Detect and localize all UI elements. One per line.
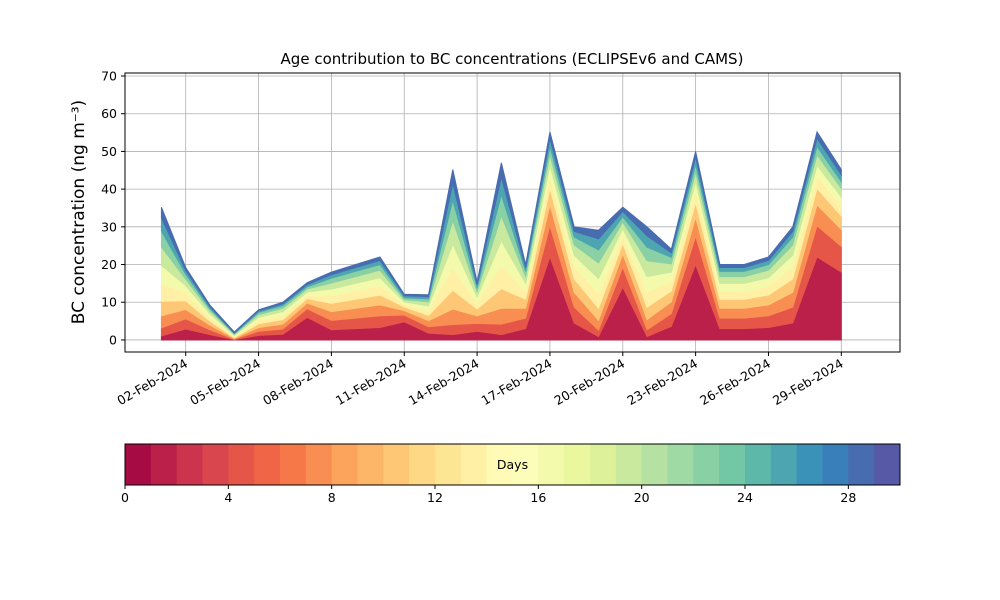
colorbar-bin	[486, 444, 513, 485]
area-layer	[160, 130, 842, 334]
colorbar-bin	[770, 444, 798, 485]
colorbar-bin	[383, 444, 410, 485]
colorbar-bin	[280, 444, 307, 485]
colorbar-tick-label: 24	[737, 490, 753, 505]
colorbar-bin	[305, 444, 333, 485]
colorbar-bin	[538, 444, 565, 485]
colorbar-bin	[409, 444, 436, 485]
colorbar-bin	[512, 444, 539, 485]
plot-frame	[124, 72, 901, 353]
y-tick-label: 70	[101, 69, 117, 84]
colorbar-bin	[357, 444, 384, 485]
colorbar-bin	[176, 444, 203, 485]
colorbar-bin	[822, 444, 849, 485]
colorbar-tick-label: 4	[224, 490, 232, 505]
colorbar-bin	[460, 444, 488, 485]
colorbar-bin	[615, 444, 643, 485]
colorbar-bin	[874, 444, 901, 485]
y-tick-label: 10	[101, 295, 117, 310]
y-tick-label: 20	[101, 257, 117, 272]
colorbar-bin	[228, 444, 255, 485]
colorbar-bin	[719, 444, 746, 485]
y-tick-label: 40	[101, 182, 117, 197]
colorbar-bin	[435, 444, 462, 485]
colorbar-bin	[202, 444, 229, 485]
colorbar-tick-label: 0	[121, 490, 129, 505]
colorbar-bin	[125, 444, 152, 485]
colorbar-bin	[254, 444, 281, 485]
colorbar-bin	[331, 444, 358, 485]
colorbar-tick-label: 8	[328, 490, 336, 505]
colorbar-tick-label: 12	[427, 490, 443, 505]
colorbar-bin	[693, 444, 720, 485]
colorbar-bin	[641, 444, 668, 485]
colorbar-bin	[796, 444, 823, 485]
colorbar-tick-label: 20	[634, 490, 650, 505]
chart-title: Age contribution to BC concentrations (E…	[281, 50, 744, 68]
y-tick-label: 30	[101, 219, 117, 234]
colorbar-label: Days	[497, 457, 528, 472]
colorbar-tick-label: 28	[840, 490, 856, 505]
colorbar-bin	[745, 444, 772, 485]
colorbar-bin	[848, 444, 875, 485]
colorbar-bin	[590, 444, 617, 485]
colorbar-frame	[124, 443, 901, 486]
y-tick-label: 50	[101, 144, 117, 159]
colorbar-tick-label: 16	[530, 490, 546, 505]
y-tick-label: 0	[109, 332, 117, 347]
colorbar-bin	[150, 444, 178, 485]
y-axis-label: BC concentration (ng m⁻³)	[69, 100, 89, 324]
colorbar-bin	[667, 444, 694, 485]
colorbar-bin	[564, 444, 591, 485]
y-tick-label: 60	[101, 106, 117, 121]
